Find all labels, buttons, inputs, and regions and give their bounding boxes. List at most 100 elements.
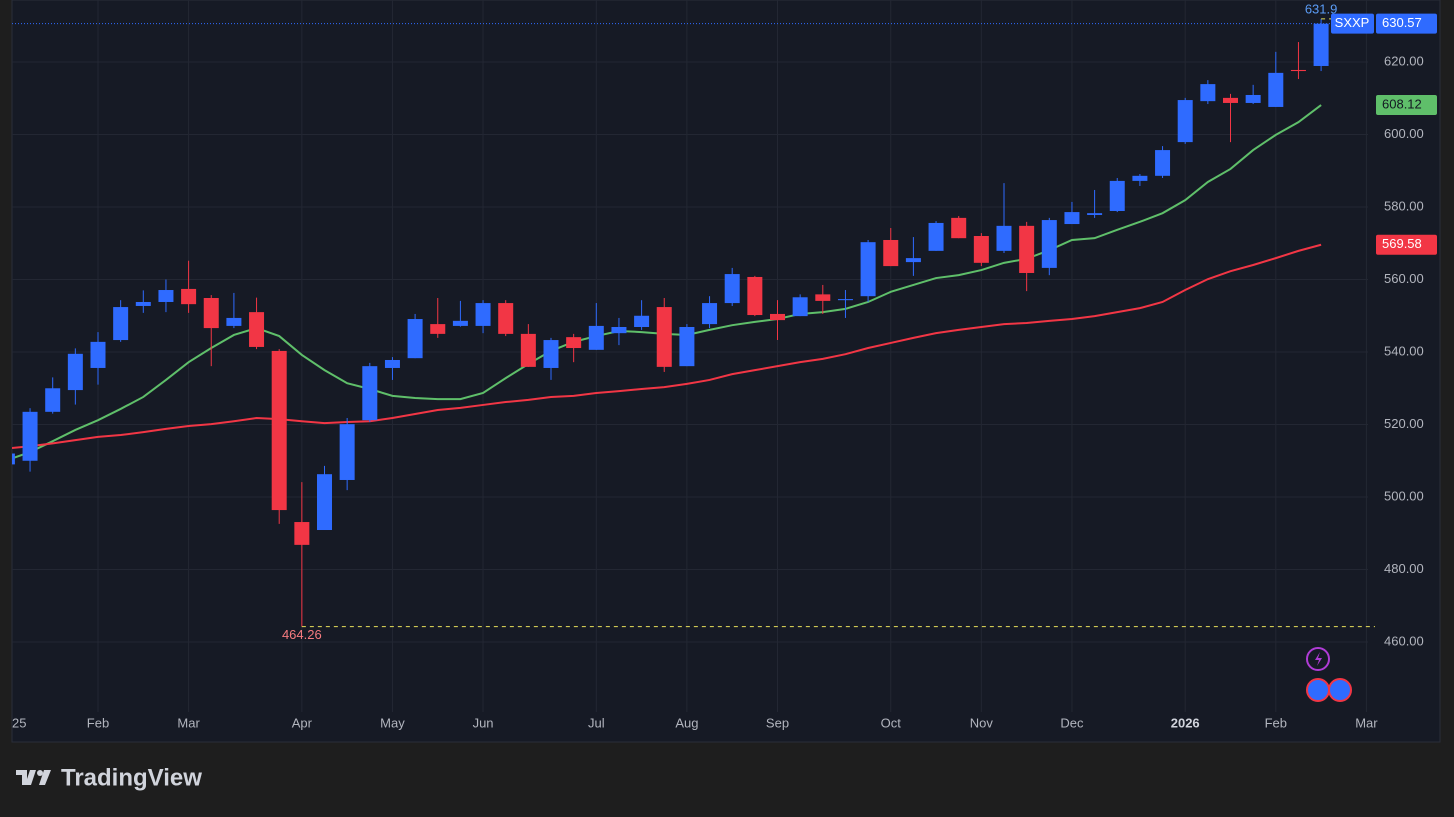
candle-body (339, 424, 355, 480)
candle-body (1109, 180, 1125, 211)
ma-price-tag-bg (1376, 234, 1437, 255)
symbol-tag-bg (1331, 13, 1374, 34)
candle-body (498, 303, 514, 334)
candle-body (362, 366, 378, 421)
candle-body (634, 315, 650, 327)
candle-body (90, 341, 106, 368)
y-tick-label: 460.00 (1384, 633, 1424, 648)
candle-body (905, 258, 921, 263)
candle-body (520, 333, 536, 367)
low-label: 464.26 (282, 627, 322, 642)
logo-mark (16, 770, 36, 785)
candle-body (452, 320, 468, 326)
last-price-tag-bg (1376, 13, 1437, 34)
y-tick-label: 620.00 (1384, 53, 1424, 68)
candle-body (566, 337, 582, 349)
candle-body (1155, 150, 1171, 176)
candle-body (1223, 97, 1238, 103)
candle-body (1064, 212, 1080, 225)
candle-body (543, 340, 559, 368)
event-icons (1306, 647, 1352, 702)
x-tick-label: Mar (1355, 715, 1378, 730)
candle-body (860, 242, 876, 297)
candle-body (996, 225, 1012, 251)
high-label: 631.9 (1305, 1, 1338, 16)
candle-body (249, 312, 265, 347)
x-tick-label: Nov (970, 715, 994, 730)
icon (1315, 652, 1322, 666)
candle-body (792, 297, 808, 317)
y-tick-label: 600.00 (1384, 126, 1424, 141)
candle-body (1268, 72, 1284, 107)
candle-body (928, 222, 944, 251)
candle-body (837, 299, 853, 301)
candle-body (181, 288, 197, 305)
candle-body (384, 359, 400, 368)
y-tick-label: 480.00 (1384, 561, 1424, 576)
candle-body (770, 313, 785, 321)
candle-body (951, 217, 967, 239)
tradingview-logo: TradingView (16, 764, 202, 791)
candle-body (1087, 213, 1103, 215)
moving-average (12, 243, 1322, 450)
candle-body (1019, 225, 1035, 273)
x-tick-label: Apr (292, 715, 313, 730)
candle-body (271, 350, 287, 511)
y-tick-label: 540.00 (1384, 343, 1424, 358)
candle-body (294, 522, 310, 545)
x-tick-label: Mar (177, 715, 200, 730)
chart-area (11, 0, 1441, 743)
x-tick-label: Jul (588, 715, 605, 730)
x-tick-label: 25 (12, 715, 26, 730)
ma-price-tag: 608.12 (1382, 96, 1422, 111)
ma-price-tag: 569.58 (1382, 236, 1422, 251)
candle-body (815, 294, 831, 301)
candle-body (1290, 69, 1306, 72)
x-tick-label: Feb (87, 715, 109, 730)
x-tick-label: Aug (675, 715, 698, 730)
candle-body (883, 239, 899, 267)
logo-mark (39, 770, 51, 785)
candle-body (158, 290, 174, 302)
candle-body (724, 274, 740, 304)
candle-body (747, 276, 763, 316)
candle-body (203, 297, 219, 329)
x-tick-label: Jun (473, 715, 494, 730)
candle-body (1245, 94, 1261, 103)
candle-body (973, 236, 989, 263)
candle-body (475, 303, 491, 326)
x-tick-label: Oct (881, 715, 902, 730)
x-tick-label: Dec (1060, 715, 1084, 730)
y-tick-label: 580.00 (1384, 198, 1424, 213)
candle-body (45, 388, 61, 412)
y-tick-label: 500.00 (1384, 488, 1424, 503)
icon (1306, 647, 1330, 671)
candle-body (702, 303, 718, 325)
ma-price-tag-bg (1376, 95, 1437, 116)
candle-body (1177, 100, 1193, 143)
candle-body (407, 319, 423, 359)
candle-body (22, 411, 38, 461)
last-price-tag: 630.57 (1382, 15, 1422, 30)
plot (12, 0, 1368, 712)
candle-body (679, 326, 695, 367)
logo-dot (37, 770, 43, 776)
candle-body (1200, 84, 1216, 102)
brand: TradingView (61, 764, 202, 791)
x-tick-label: Sep (766, 715, 789, 730)
candle-body (611, 326, 627, 334)
icon (1306, 678, 1330, 702)
candle-body (113, 307, 129, 341)
x-tick-label: May (380, 715, 405, 730)
candle-body (430, 324, 446, 334)
candle-body (588, 325, 604, 350)
candle-body (135, 301, 151, 306)
candle-body (226, 317, 242, 326)
y-tick-label: 560.00 (1384, 271, 1424, 286)
candle-body (317, 474, 332, 531)
candle-body (1132, 175, 1148, 181)
x-tick-label: Feb (1265, 715, 1287, 730)
icon (1328, 678, 1352, 702)
